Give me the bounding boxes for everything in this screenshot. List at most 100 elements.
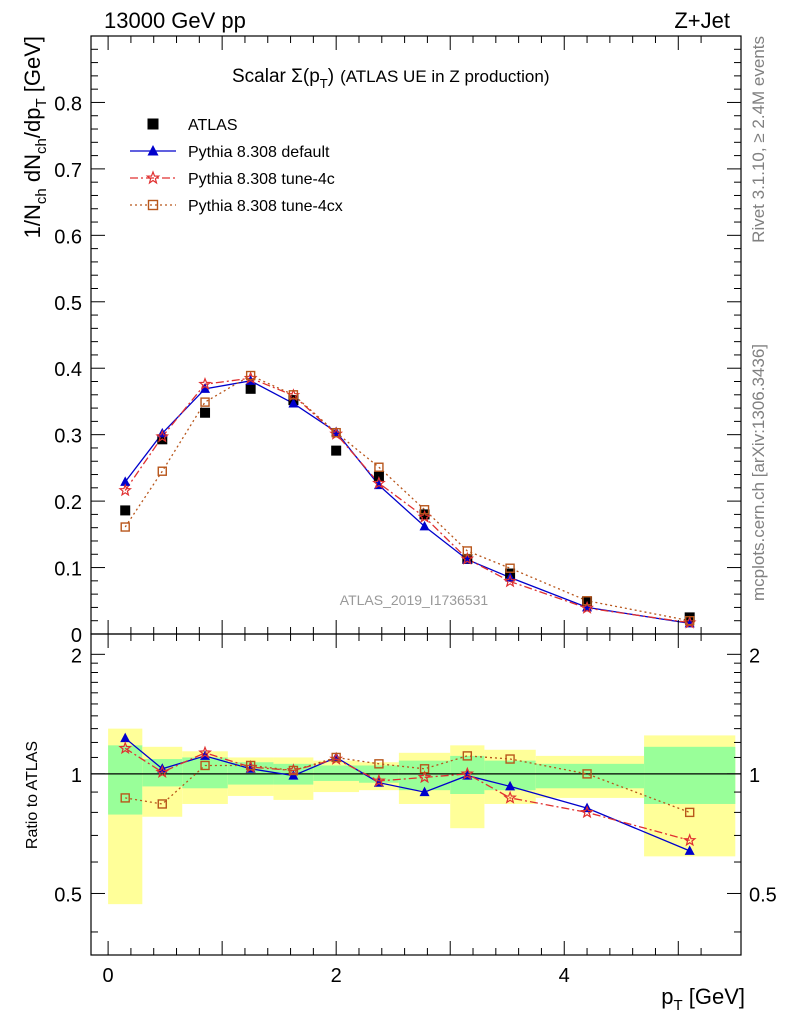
legend-marker-0 bbox=[147, 118, 159, 130]
top-series-line-3 bbox=[124, 374, 690, 622]
top-ytick-label-4: 0.4 bbox=[54, 359, 82, 381]
title-close: ) bbox=[328, 66, 334, 87]
top-point-2-10 bbox=[580, 600, 594, 614]
ratio-point-0-7 bbox=[419, 786, 430, 797]
watermark: ATLAS_2019_I1736531 bbox=[340, 592, 489, 608]
ratio-point-2-11 bbox=[684, 807, 695, 818]
xtick-label-0: 0 bbox=[103, 965, 114, 987]
ratio-point-1-6 bbox=[372, 773, 386, 787]
top-point-2-7 bbox=[417, 509, 432, 523]
ylabel-part-a-sub: ch bbox=[33, 188, 50, 204]
top-point-3-1 bbox=[157, 466, 167, 476]
top-point-3-6 bbox=[374, 462, 384, 472]
top-point-2-1 bbox=[155, 429, 170, 443]
bottom-ylabel: Ratio to ATLAS bbox=[24, 741, 41, 849]
top-point-3-9 bbox=[505, 563, 515, 573]
title-main: Scalar Σ(p bbox=[232, 66, 320, 87]
top-point-1-2 bbox=[200, 383, 211, 393]
ratio-point-1-2 bbox=[198, 745, 212, 759]
ratio-series-line-2 bbox=[125, 755, 690, 814]
ylabel-part-b-sub: ch bbox=[33, 138, 50, 154]
main-title: Scalar Σ(pT) (ATLAS UE in Z production) bbox=[232, 66, 550, 91]
top-point-1-5 bbox=[331, 426, 342, 437]
top-point-2-2 bbox=[198, 376, 212, 390]
top-point-1-7 bbox=[419, 520, 430, 531]
top-point-1-4 bbox=[288, 397, 299, 408]
stat-band-11 bbox=[644, 746, 736, 804]
top-ytick-label-7: 0.7 bbox=[54, 160, 82, 182]
ratio-point-2-6 bbox=[374, 759, 384, 769]
ratio-point-0-0 bbox=[120, 732, 131, 743]
ratio-point-2-8 bbox=[462, 751, 473, 761]
top-ytick-label-6: 0.6 bbox=[54, 226, 82, 248]
top-point-3-2 bbox=[200, 397, 210, 407]
top-point-3-11 bbox=[684, 616, 695, 626]
ratio-point-2-2 bbox=[200, 760, 210, 771]
stat-band-0 bbox=[108, 745, 143, 815]
bottom-ytick-label-right-2: 2 bbox=[749, 645, 760, 667]
header-left: 13000 GeV pp bbox=[104, 8, 246, 33]
top-point-3-8 bbox=[462, 546, 473, 556]
ratio-point-2-0 bbox=[120, 793, 130, 803]
ratio-point-1-0 bbox=[118, 741, 133, 755]
top-point-0-0 bbox=[120, 505, 131, 516]
side-text-bottom: mcplots.cern.ch [arXiv:1306.3436] bbox=[749, 344, 768, 601]
ratio-point-2-9 bbox=[505, 754, 515, 764]
bottom-frame bbox=[90, 633, 742, 956]
bottom-ytick-label-1: 1 bbox=[71, 765, 82, 787]
xlabel-rest: [GeV] bbox=[683, 984, 745, 1009]
legend-label-2: Pythia 8.308 tune-4c bbox=[188, 171, 335, 188]
top-point-2-0 bbox=[118, 483, 133, 497]
top-ytick-label-3: 0.3 bbox=[54, 426, 82, 448]
ratio-point-2-1 bbox=[157, 799, 167, 809]
legend-marker-2 bbox=[145, 170, 161, 185]
xtick-label-1: 2 bbox=[331, 965, 342, 987]
top-point-3-4 bbox=[288, 390, 299, 400]
legend-marker-3 bbox=[147, 199, 159, 211]
ratio-point-2-3 bbox=[245, 760, 256, 771]
top-point-0-3 bbox=[245, 383, 256, 394]
top-point-3-7 bbox=[419, 505, 430, 515]
ylabel-part-a: 1/N bbox=[20, 204, 45, 238]
ratio-point-2-4 bbox=[288, 765, 299, 776]
legend-label-3: Pythia 8.308 tune-4cx bbox=[188, 198, 343, 215]
legend: ATLAS Pythia 8.308 default Pythia 8.308 tu… bbox=[130, 117, 343, 215]
legend-marker-1 bbox=[147, 145, 159, 156]
title-sub: T bbox=[320, 76, 328, 91]
ylabel-part-c: /dp bbox=[20, 108, 45, 139]
top-point-2-8 bbox=[460, 551, 475, 565]
legend-label-0: ATLAS bbox=[188, 117, 238, 134]
ylabel-part-c-sub: T bbox=[33, 98, 50, 107]
xlabel: pT [GeV] bbox=[661, 984, 745, 1014]
top-point-2-6 bbox=[372, 475, 386, 489]
ylabel-part-d: [GeV] bbox=[20, 36, 45, 98]
bottom-plot-area: 0 2 4 0.5 0.5 1 1 2 2 bbox=[54, 633, 777, 987]
side-text-top: Rivet 3.1.10, ≥ 2.4M events bbox=[749, 36, 768, 243]
title-rest: (ATLAS UE in Z production) bbox=[340, 67, 549, 86]
ratio-series-line-0 bbox=[124, 737, 690, 852]
top-point-0-2 bbox=[200, 407, 211, 418]
ylabel-part-b: dN bbox=[20, 154, 45, 188]
xlabel-main: p bbox=[661, 984, 673, 1009]
top-point-3-5 bbox=[331, 427, 341, 438]
top-point-1-0 bbox=[120, 476, 131, 486]
ratio-series-line-1 bbox=[124, 747, 690, 842]
ratio-point-0-11 bbox=[684, 845, 695, 855]
top-ytick-label-1: 0.1 bbox=[54, 559, 82, 581]
bottom-ytick-label-right-0: 0.5 bbox=[749, 884, 777, 906]
stat-band-10 bbox=[535, 763, 645, 789]
top-ytick-label-8: 0.8 bbox=[54, 93, 82, 115]
ratio-point-1-8 bbox=[460, 766, 475, 780]
top-point-3-10 bbox=[582, 596, 592, 606]
top-series-line-2 bbox=[124, 377, 690, 624]
stat-band-2 bbox=[182, 757, 228, 789]
xtick-label-2: 4 bbox=[559, 965, 570, 987]
stat-band-5 bbox=[313, 765, 359, 781]
top-ylabel: 1/Nch dNch/dpT [GeV] bbox=[20, 36, 50, 238]
top-point-2-9 bbox=[503, 574, 517, 588]
top-ytick-label-5: 0.5 bbox=[54, 293, 82, 315]
ratio-point-1-11 bbox=[682, 833, 697, 847]
top-point-3-3 bbox=[245, 370, 256, 381]
